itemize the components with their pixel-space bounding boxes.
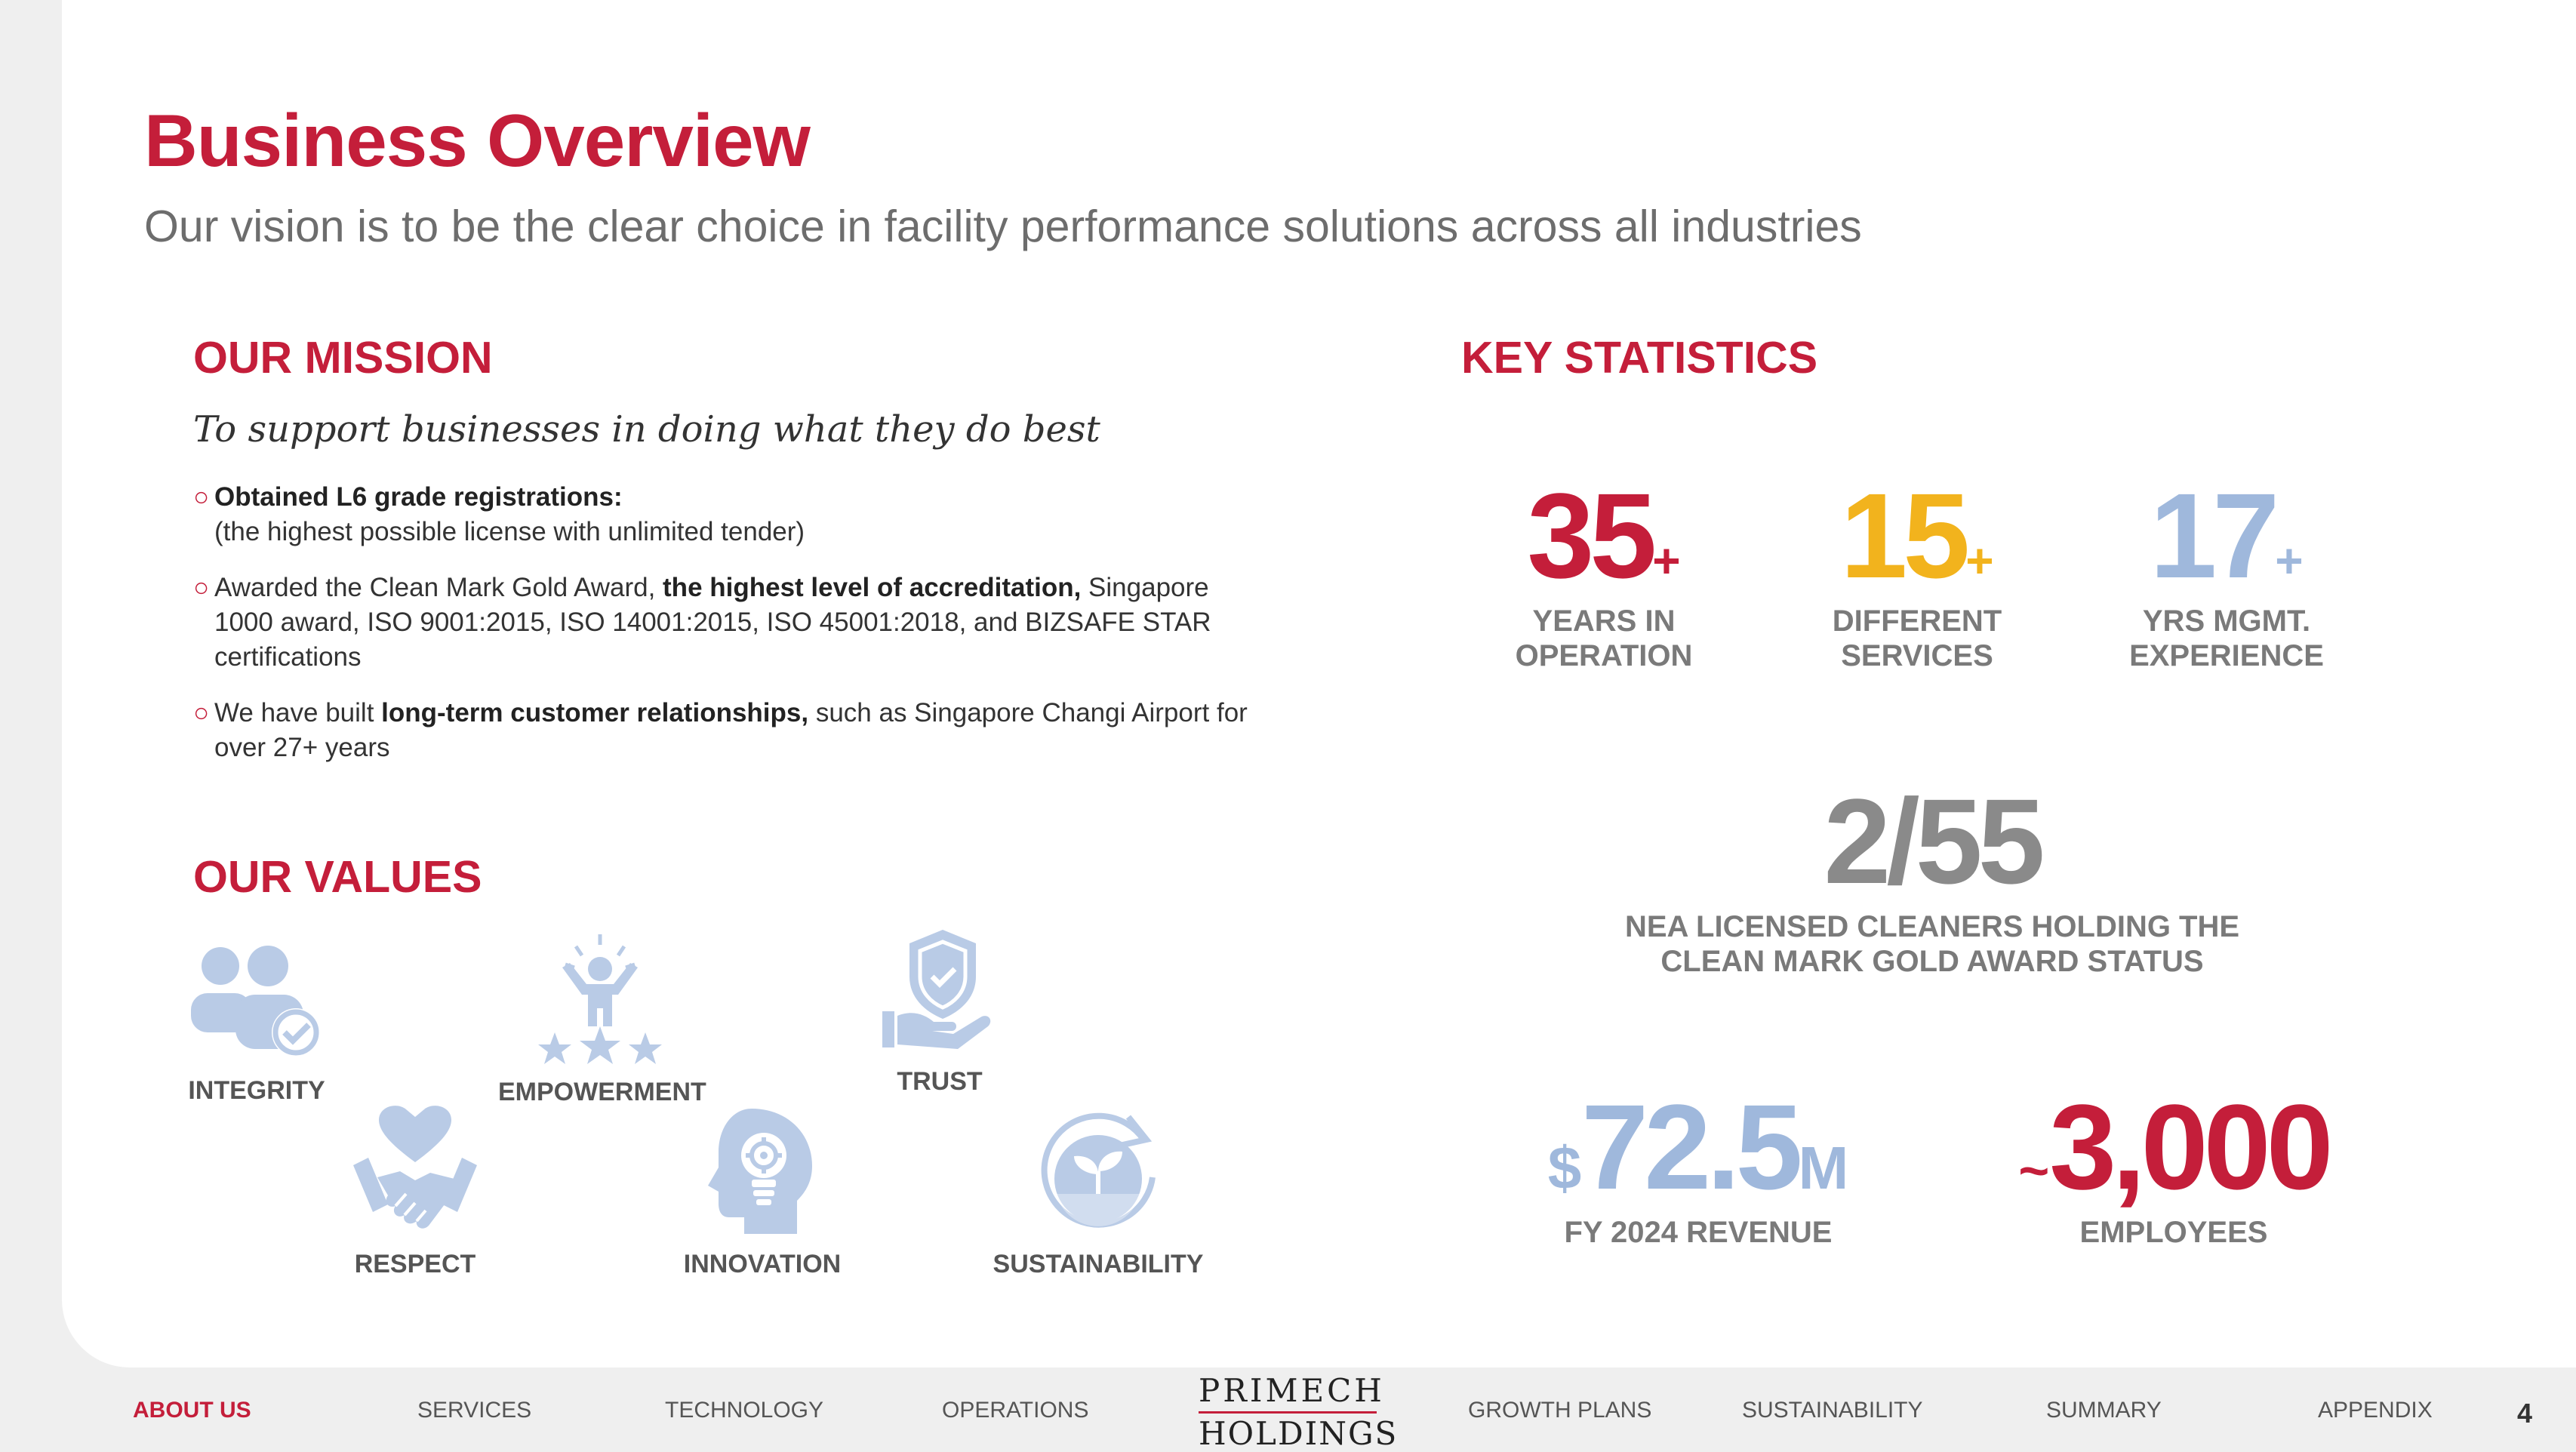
stat-prefix: $ <box>1547 1134 1582 1201</box>
mission-tagline: To support businesses in doing what they… <box>193 408 1100 451</box>
logo-divider <box>1199 1411 1377 1414</box>
stat-value: $72.5M <box>1502 1087 1894 1207</box>
value-label: EMPOWERMENT <box>498 1078 706 1106</box>
stat-number: 35 <box>1527 468 1657 603</box>
stat-services: 15+ DIFFERENT SERVICES <box>1789 475 2045 673</box>
stat-label-line: OPERATION <box>1515 639 1693 672</box>
logo-top-text: PRIMECH <box>1199 1372 1385 1409</box>
stat-suffix: M <box>1798 1134 1849 1201</box>
stat-employees: ~3,000 EMPLOYEES <box>1962 1087 2385 1250</box>
people-check-icon <box>191 946 320 1057</box>
stat-value: 15+ <box>1789 475 2045 596</box>
value-innovation: INNOVATION <box>668 1106 857 1279</box>
mission-bullet: ○ Awarded the Clean Mark Gold Award, the… <box>193 571 1265 675</box>
bullet-bold-text: the highest level of accreditation, <box>663 573 1082 602</box>
stat-label-line: DIFFERENT <box>1832 604 2002 638</box>
bullet-text: We have built <box>214 698 382 728</box>
stat-label-line: YEARS IN <box>1532 604 1676 638</box>
slide-canvas <box>62 0 2576 1367</box>
stat-suffix: + <box>1965 534 1994 588</box>
mission-bullet: ○ We have built long-term customer relat… <box>193 696 1265 765</box>
page-title: Business Overview <box>144 99 811 182</box>
value-label: TRUST <box>897 1067 983 1096</box>
stat-value: 35+ <box>1476 475 1732 596</box>
nav-summary[interactable]: SUMMARY <box>2046 1398 2162 1423</box>
person-stars-icon <box>538 934 662 1064</box>
mission-bullets: ○ Obtained L6 grade registrations: (the … <box>193 480 1265 786</box>
bullet-circle-icon: ○ <box>193 698 210 728</box>
stat-label-line: CLEAN MARK GOLD AWARD STATUS <box>1660 945 2204 978</box>
stat-mgmt: 17+ YRS MGMT. EXPERIENCE <box>2098 475 2355 673</box>
stat-label: NEA LICENSED CLEANERS HOLDING THE CLEAN M… <box>1555 909 2310 979</box>
stat-number: 3,000 <box>2049 1079 2333 1214</box>
stat-label-line: YRS MGMT. <box>2142 604 2311 638</box>
bullet-bold-text: Obtained L6 grade registrations: <box>214 482 623 512</box>
stat-label: FY 2024 REVENUE <box>1564 1216 1833 1249</box>
handshake-heart-icon <box>353 1106 477 1229</box>
mission-heading: OUR MISSION <box>193 333 493 383</box>
value-label: SUSTAINABILITY <box>993 1250 1204 1278</box>
bullet-circle-icon: ○ <box>193 573 210 602</box>
stat-value: 17+ <box>2098 475 2355 596</box>
value-respect: RESPECT <box>332 1102 498 1279</box>
stat-revenue: $72.5M FY 2024 REVENUE <box>1502 1087 1894 1250</box>
bullet-text: (the highest possible license with unlim… <box>214 517 805 546</box>
bullet-bold-text: long-term customer relationships, <box>381 698 809 728</box>
bullet-text: Singapore 1000 award, ISO 9001:2015, ISO… <box>214 573 1211 672</box>
stat-label: YEARS IN OPERATION <box>1476 604 1732 673</box>
stat-label: EMPLOYEES <box>2079 1216 2268 1249</box>
bullet-text: Awarded the Clean Mark Gold Award, <box>214 573 663 602</box>
stat-number: 17 <box>2150 468 2279 603</box>
logo-bottom-text: HOLDINGS <box>1199 1415 1399 1452</box>
stat-number: 72.5 <box>1581 1079 1802 1214</box>
nav-about-us[interactable]: ABOUT US <box>133 1398 251 1423</box>
nav-appendix[interactable]: APPENDIX <box>2318 1398 2433 1423</box>
stat-suffix: + <box>2275 534 2304 588</box>
sprout-cycle-icon <box>1041 1112 1156 1228</box>
stat-label-line: SERVICES <box>1841 639 1993 672</box>
head-bulb-icon <box>708 1109 812 1234</box>
stat-label-line: EXPERIENCE <box>2129 639 2324 672</box>
value-label: RESPECT <box>354 1250 476 1278</box>
nav-technology[interactable]: TECHNOLOGY <box>665 1398 824 1423</box>
stat-number: 15 <box>1840 468 1970 603</box>
shield-hand-icon <box>882 930 991 1049</box>
bullet-text: such as Singapore Changi Airport for ove… <box>214 698 1248 762</box>
page-subtitle: Our vision is to be the clear choice in … <box>144 201 1862 251</box>
value-sustainability: SUSTAINABILITY <box>981 1102 1215 1279</box>
value-label: INTEGRITY <box>188 1076 325 1105</box>
stat-value: ~3,000 <box>1962 1087 2385 1207</box>
stats-heading: KEY STATISTICS <box>1461 333 1818 383</box>
nav-growth-plans[interactable]: GROWTH PLANS <box>1468 1398 1652 1423</box>
value-trust: TRUST <box>864 927 1015 1097</box>
bullet-circle-icon: ○ <box>193 482 210 512</box>
stat-label-line: NEA LICENSED CLEANERS HOLDING THE <box>1624 910 2240 943</box>
stat-prefix: ~ <box>2018 1141 2050 1200</box>
mission-bullet: ○ Obtained L6 grade registrations: (the … <box>193 480 1265 549</box>
nav-services[interactable]: SERVICES <box>417 1398 532 1423</box>
stat-years: 35+ YEARS IN OPERATION <box>1476 475 1732 673</box>
stat-label: DIFFERENT SERVICES <box>1789 604 2045 673</box>
nav-sustainability[interactable]: SUSTAINABILITY <box>1742 1398 1923 1423</box>
stat-nea: 2/55 NEA LICENSED CLEANERS HOLDING THE CL… <box>1555 781 2310 979</box>
page-number: 4 <box>2517 1398 2533 1429</box>
stat-suffix: + <box>1652 534 1681 588</box>
values-heading: OUR VALUES <box>193 852 482 902</box>
stat-value: 2/55 <box>1824 774 2045 909</box>
stat-label: YRS MGMT. EXPERIENCE <box>2098 604 2355 673</box>
value-label: INNOVATION <box>683 1250 842 1278</box>
value-integrity: INTEGRITY <box>174 943 340 1106</box>
nav-operations[interactable]: OPERATIONS <box>942 1398 1089 1423</box>
value-empowerment: EMPOWERMENT <box>498 930 706 1107</box>
company-logo: PRIMECH HOLDINGS <box>1199 1372 1399 1452</box>
